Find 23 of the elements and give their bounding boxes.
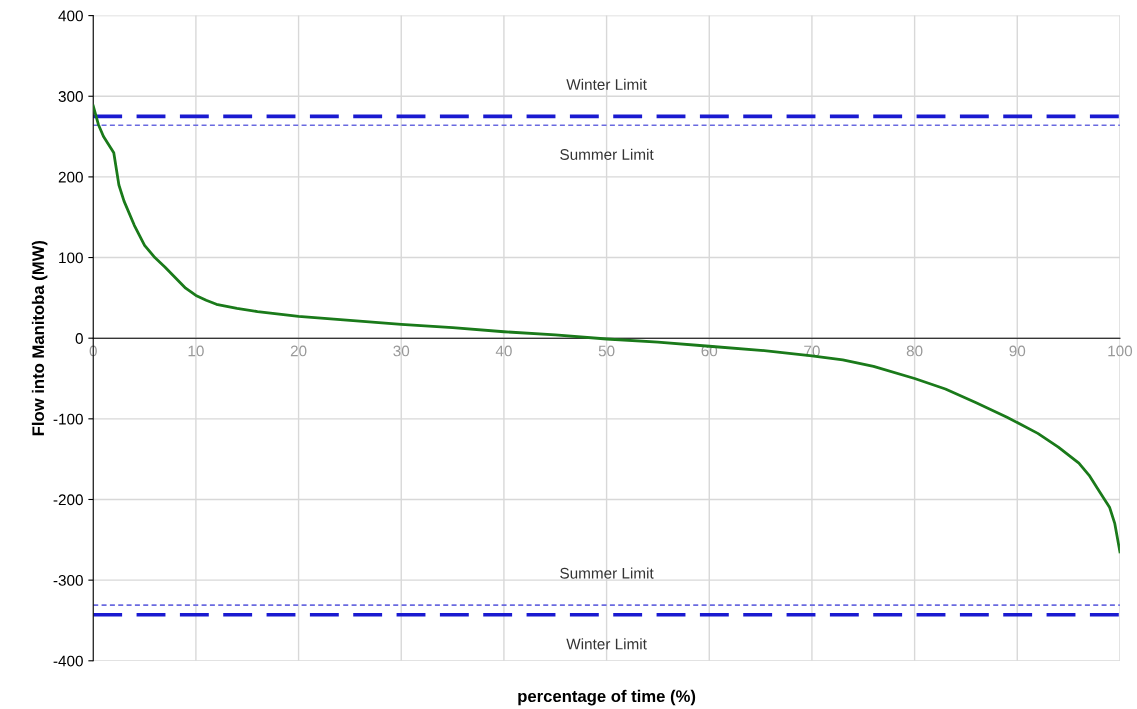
ref-line-label: Winter Limit — [566, 638, 647, 650]
y-tick-label: 0 — [75, 333, 83, 344]
x-tick-label: 10 — [188, 345, 204, 357]
ref-line-label: Summer Limit — [560, 148, 654, 160]
x-tick-label: 30 — [393, 345, 410, 357]
y-tick-label: -400 — [53, 655, 83, 667]
y-tick-label: -300 — [53, 575, 83, 586]
y-tick-label: 300 — [58, 91, 83, 102]
y-tick-label: -100 — [53, 413, 83, 425]
y-axis-title: Flow into Manitoba (MW) — [31, 240, 48, 436]
y-tick-label: -200 — [53, 494, 83, 506]
x-axis-title: percentage of time (%) — [518, 689, 696, 706]
x-tick-label: 80 — [906, 345, 923, 357]
y-tick-label: 400 — [58, 10, 83, 22]
x-tick-label: 20 — [290, 345, 307, 357]
x-tick-label: 50 — [598, 345, 615, 357]
x-tick-label: 40 — [495, 345, 512, 357]
ref-line-label: Summer Limit — [560, 567, 654, 579]
ref-line-label: Winter Limit — [566, 78, 647, 90]
y-tick-label: 200 — [58, 171, 83, 183]
y-tick-label: 100 — [59, 252, 83, 264]
x-tick-label: 90 — [1009, 345, 1026, 357]
x-tick-label: 100 — [1108, 345, 1133, 357]
